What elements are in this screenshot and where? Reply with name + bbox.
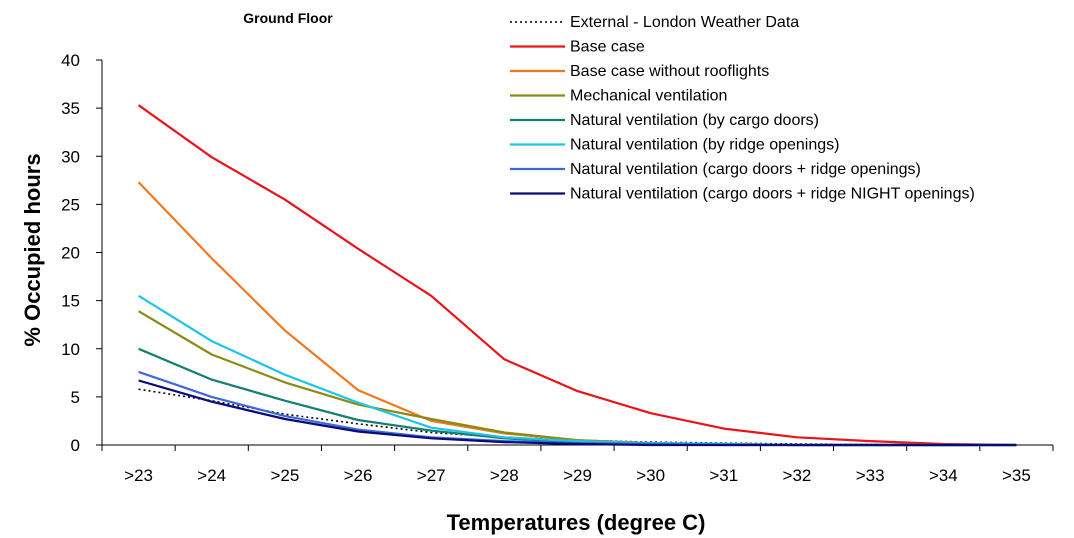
x-tick-label: >23 [124, 466, 153, 485]
y-tick-label: 5 [71, 388, 80, 407]
x-tick-label: >24 [197, 466, 226, 485]
y-tick-label: 30 [61, 147, 80, 166]
x-tick-label: >25 [270, 466, 299, 485]
legend-label-2: Base case without rooflights [570, 63, 769, 80]
y-axis-title: % Occupied hours [20, 153, 45, 346]
x-tick-label: >34 [929, 466, 958, 485]
chart-title: Ground Floor [243, 10, 333, 26]
x-tick-label: >32 [783, 466, 812, 485]
y-tick-label: 0 [71, 436, 80, 455]
x-tick-label: >28 [490, 466, 519, 485]
legend-label-3: Mechanical ventilation [570, 88, 727, 105]
x-tick-label: >30 [636, 466, 665, 485]
x-tick-label: >27 [417, 466, 446, 485]
x-tick-label: >31 [709, 466, 738, 485]
series-line-7 [138, 379, 1017, 447]
x-tick-label: >35 [1002, 466, 1031, 485]
y-tick-label: 10 [61, 340, 80, 359]
series-line-6 [138, 370, 1017, 447]
legend-label-5: Natural ventilation (by ridge openings) [570, 137, 839, 154]
series-line-1 [137, 104, 1017, 447]
x-axis-title: Temperatures (degree C) [447, 510, 706, 535]
series-group [137, 104, 1017, 447]
y-tick-label: 40 [61, 51, 80, 70]
y-tick-label: 25 [61, 195, 80, 214]
legend-label-6: Natural ventilation (cargo doors + ridge… [570, 161, 921, 178]
y-tick-label: 20 [61, 244, 80, 263]
x-tick-label: >26 [344, 466, 373, 485]
y-tick-label: 15 [61, 292, 80, 311]
series-line-2 [137, 181, 1017, 447]
y-tick-label: 35 [61, 99, 80, 118]
x-tick-label: >33 [856, 466, 885, 485]
legend-label-0: External - London Weather Data [570, 14, 799, 31]
legend-label-4: Natural ventilation (by cargo doors) [570, 112, 819, 129]
legend-label-1: Base case [570, 39, 645, 56]
legend-label-7: Natural ventilation (cargo doors + ridge… [570, 186, 975, 203]
x-tick-label: >29 [563, 466, 592, 485]
series-line-4 [138, 347, 1017, 447]
series-line-3 [138, 310, 1017, 447]
legend: External - London Weather Data Base case B… [510, 14, 975, 203]
series-line-5 [138, 294, 1017, 447]
axes: 0 5 10 15 20 25 30 35 40 >23 >24 >25 >26 >27 >28 >29 >30… [61, 51, 1054, 485]
